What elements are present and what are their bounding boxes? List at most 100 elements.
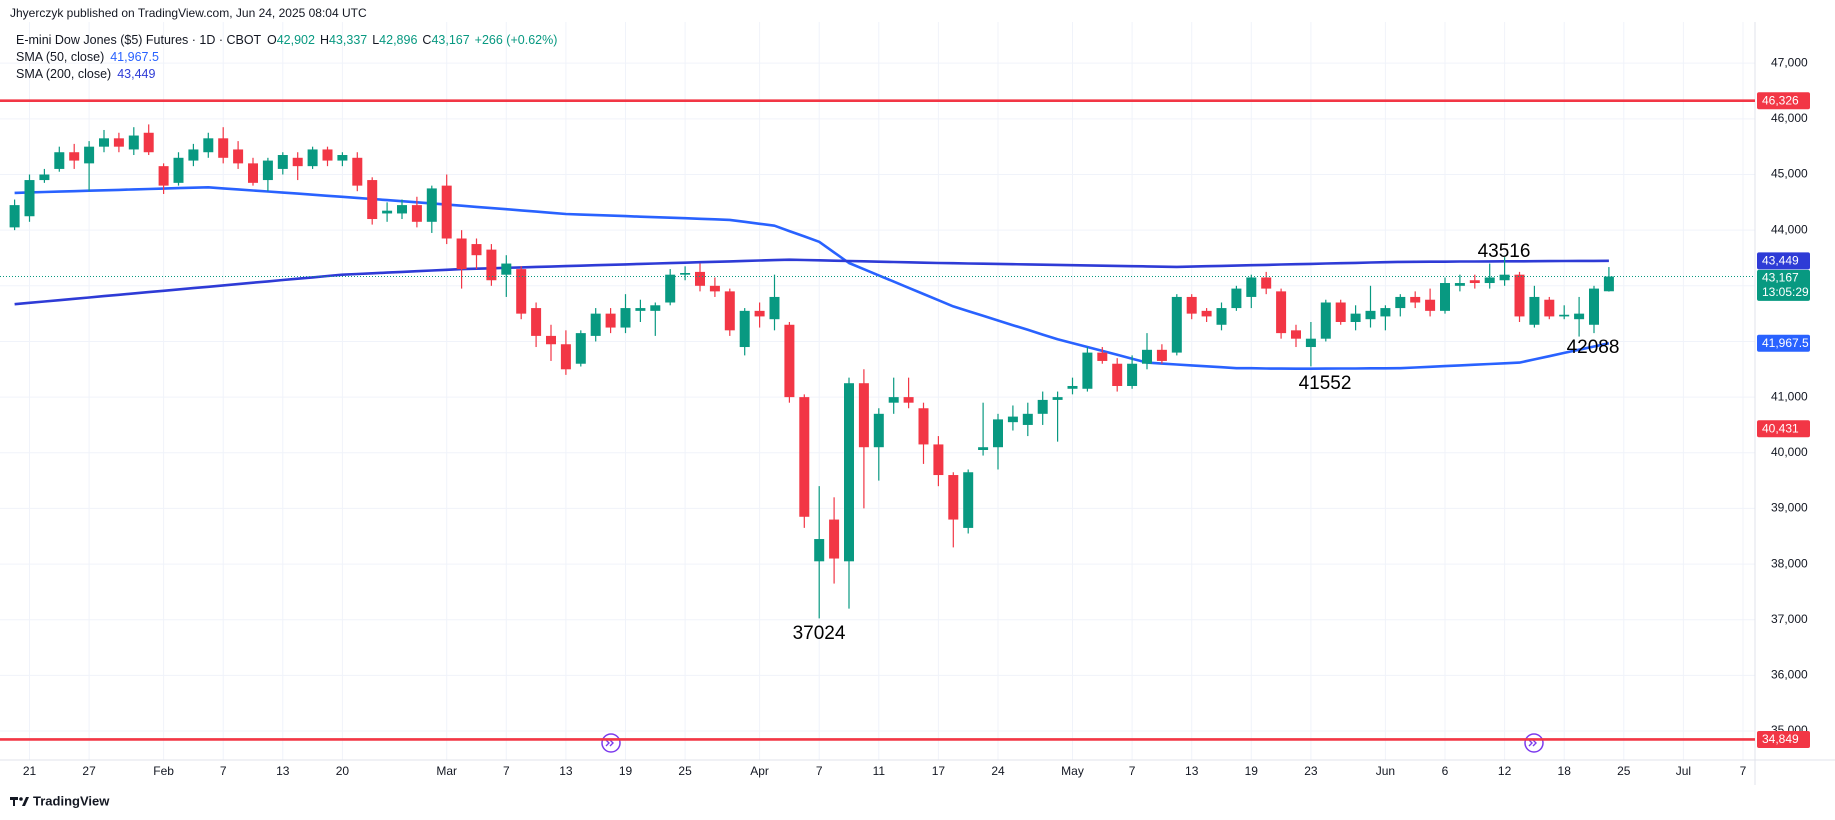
- candle-body: [1097, 352, 1108, 361]
- legend-value: 43,167: [431, 33, 469, 47]
- candle-body: [873, 413, 884, 448]
- candle-body: [9, 205, 20, 228]
- candle-body: [903, 397, 914, 403]
- candle-body: [1514, 274, 1525, 317]
- annotation: 43516: [1478, 241, 1531, 262]
- candle-body: [248, 163, 258, 183]
- legend-key: O: [267, 33, 277, 47]
- candle-body: [54, 152, 65, 169]
- candle-body: [218, 138, 229, 158]
- candle-body: [188, 149, 199, 161]
- candle-body: [1454, 283, 1465, 286]
- candle-body: [1082, 352, 1093, 389]
- countdown-label: 13:05:29: [1762, 285, 1809, 299]
- candle-body: [471, 244, 482, 256]
- candle-body: [158, 166, 169, 186]
- sma-line: [14, 258, 1609, 306]
- candle-body: [1052, 397, 1063, 400]
- candle-body: [337, 155, 348, 161]
- candle-body: [1350, 313, 1361, 322]
- x-tick-label: Jun: [1376, 764, 1395, 778]
- price-level-box: [1757, 730, 1810, 748]
- candle-body: [1425, 299, 1436, 311]
- candle-body: [1484, 277, 1495, 284]
- x-tick-label: 23: [1304, 764, 1318, 778]
- y-tick-label: 39,000: [1771, 501, 1808, 515]
- candle-body: [531, 308, 542, 336]
- candle-body: [1037, 399, 1048, 414]
- y-tick-label: 36,000: [1771, 668, 1808, 682]
- price-level-label: 46,326: [1762, 93, 1799, 107]
- candle-body: [1261, 277, 1272, 289]
- event-icon[interactable]: [601, 733, 621, 753]
- candle-body: [501, 263, 512, 275]
- annotation: 42088: [1567, 337, 1620, 358]
- candle-body: [948, 475, 959, 520]
- event-circle[interactable]: [601, 733, 621, 753]
- legend-series: SMA (50, close) 41,967.5: [16, 50, 159, 64]
- candle-body: [1529, 296, 1540, 325]
- event-circle[interactable]: [1524, 733, 1544, 753]
- legend-series-value: 41,967.5: [110, 50, 159, 64]
- candle-body: [1201, 310, 1212, 317]
- candle-body: [233, 149, 244, 164]
- event-arrow: [605, 739, 614, 747]
- sma-value-box: [1757, 334, 1810, 352]
- price-level-box: [1757, 92, 1810, 110]
- x-tick-label: 18: [1558, 764, 1572, 778]
- y-tick-label: 41,000: [1771, 389, 1808, 403]
- event-icon[interactable]: [1524, 733, 1544, 753]
- y-tick-label: 46,000: [1771, 111, 1808, 125]
- legend-change: +266 (+0.62%): [475, 33, 558, 47]
- candle-body: [1380, 308, 1391, 317]
- x-tick-label: 7: [816, 764, 823, 778]
- candle-body: [918, 408, 929, 445]
- legend-value: 42,902: [277, 33, 315, 47]
- x-tick-label: Mar: [436, 764, 457, 778]
- x-tick-label: Feb: [153, 764, 174, 778]
- candle-body: [426, 188, 437, 222]
- candle-body: [441, 185, 452, 239]
- candle-body: [1171, 296, 1182, 353]
- price-level-label: 34,849: [1762, 732, 1799, 746]
- current-price-label: 43,167: [1762, 270, 1799, 284]
- candle-body: [739, 310, 750, 348]
- candle-body: [858, 383, 869, 448]
- candle-body: [113, 138, 124, 147]
- candle-body: [814, 539, 825, 562]
- candle-body: [888, 397, 899, 403]
- candle-body: [620, 308, 631, 328]
- candle-body: [143, 132, 154, 153]
- current-price-box: [1757, 269, 1810, 301]
- x-tick-label: 25: [1617, 764, 1631, 778]
- candle-body: [605, 313, 616, 328]
- candle-body: [24, 180, 35, 217]
- candle-body: [1440, 283, 1450, 311]
- x-tick-label: Jul: [1676, 764, 1691, 778]
- candle-body: [352, 157, 363, 186]
- candle-body: [1574, 313, 1585, 320]
- annotation: 41552: [1299, 373, 1352, 394]
- x-tick-label: 17: [932, 764, 946, 778]
- x-tick-label: 11: [873, 764, 886, 778]
- candle-body: [575, 333, 586, 364]
- x-tick-label: Apr: [750, 764, 769, 778]
- candle-body: [128, 135, 139, 150]
- x-tick-label: 19: [619, 764, 633, 778]
- candle-body: [1469, 280, 1480, 284]
- candle-body: [292, 157, 303, 167]
- y-tick-label: 44,000: [1771, 222, 1808, 236]
- candle-body: [1499, 274, 1510, 281]
- candle-body: [1007, 416, 1018, 423]
- candle-body: [680, 273, 691, 275]
- candle-body: [262, 160, 273, 181]
- sma-line: [14, 186, 1610, 370]
- candle-body: [829, 519, 840, 559]
- candle-body: [1276, 291, 1287, 334]
- candle-body: [367, 180, 378, 220]
- candle-body: [978, 447, 989, 450]
- header: Jhyerczyk published on TradingView.com, …: [10, 6, 367, 20]
- candle-body: [322, 149, 333, 161]
